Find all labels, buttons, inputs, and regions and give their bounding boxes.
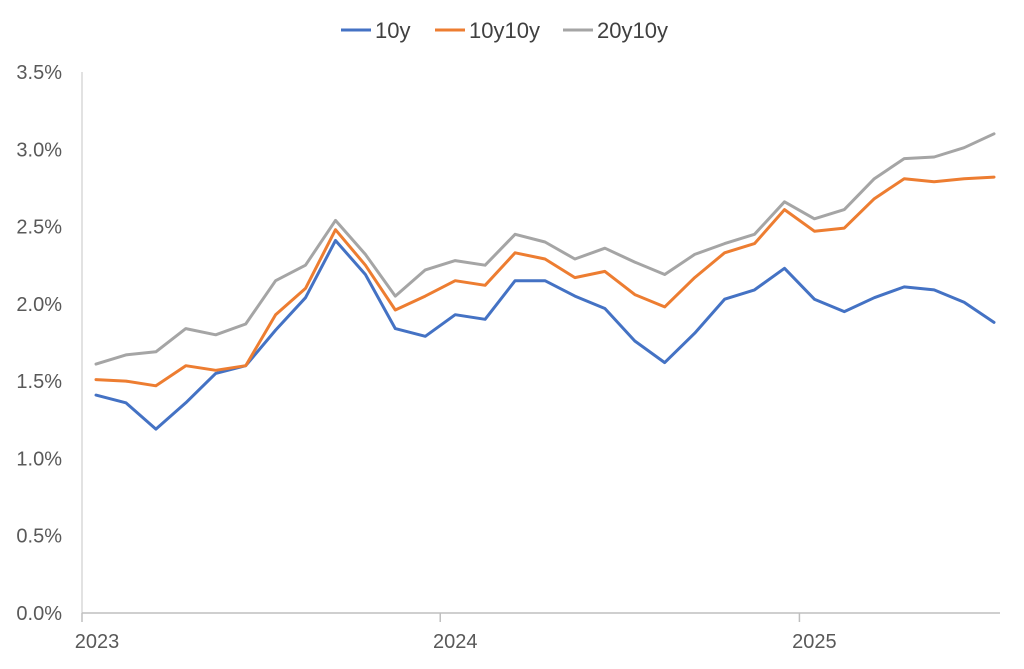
- axes: 0.0% 0.5% 1.0% 1.5% 2.0% 2.5% 3.0% 3.5% 2023 2024…: [16, 62, 1000, 653]
- legend-label: 10y: [375, 18, 410, 43]
- y-tick-label: 2.0%: [16, 294, 62, 316]
- series-line-10y10y: [94, 175, 996, 388]
- legend: 10y 10y10y 20y10y: [341, 18, 668, 43]
- series-lines: [94, 132, 996, 431]
- x-tick-label: 2023: [75, 631, 120, 653]
- y-tick-label: 1.5%: [16, 371, 62, 393]
- series-line-20y10y: [94, 132, 996, 366]
- y-tick-label: 1.0%: [16, 448, 62, 470]
- legend-item-10y: 10y: [341, 18, 410, 43]
- y-tick-label: 3.0%: [16, 139, 62, 161]
- legend-item-20y10y: 20y10y: [563, 18, 668, 43]
- x-tick-label: 2025: [792, 631, 837, 653]
- y-tick-label: 2.5%: [16, 217, 62, 239]
- y-tick-label: 3.5%: [16, 62, 62, 84]
- y-tick-label: 0.5%: [16, 526, 62, 548]
- legend-label: 20y10y: [597, 18, 668, 43]
- legend-label: 10y10y: [469, 18, 540, 43]
- x-tick-label: 2024: [433, 631, 478, 653]
- series-line-10y: [94, 239, 996, 431]
- y-tick-label: 0.0%: [16, 603, 62, 625]
- legend-item-10y10y: 10y10y: [435, 18, 540, 43]
